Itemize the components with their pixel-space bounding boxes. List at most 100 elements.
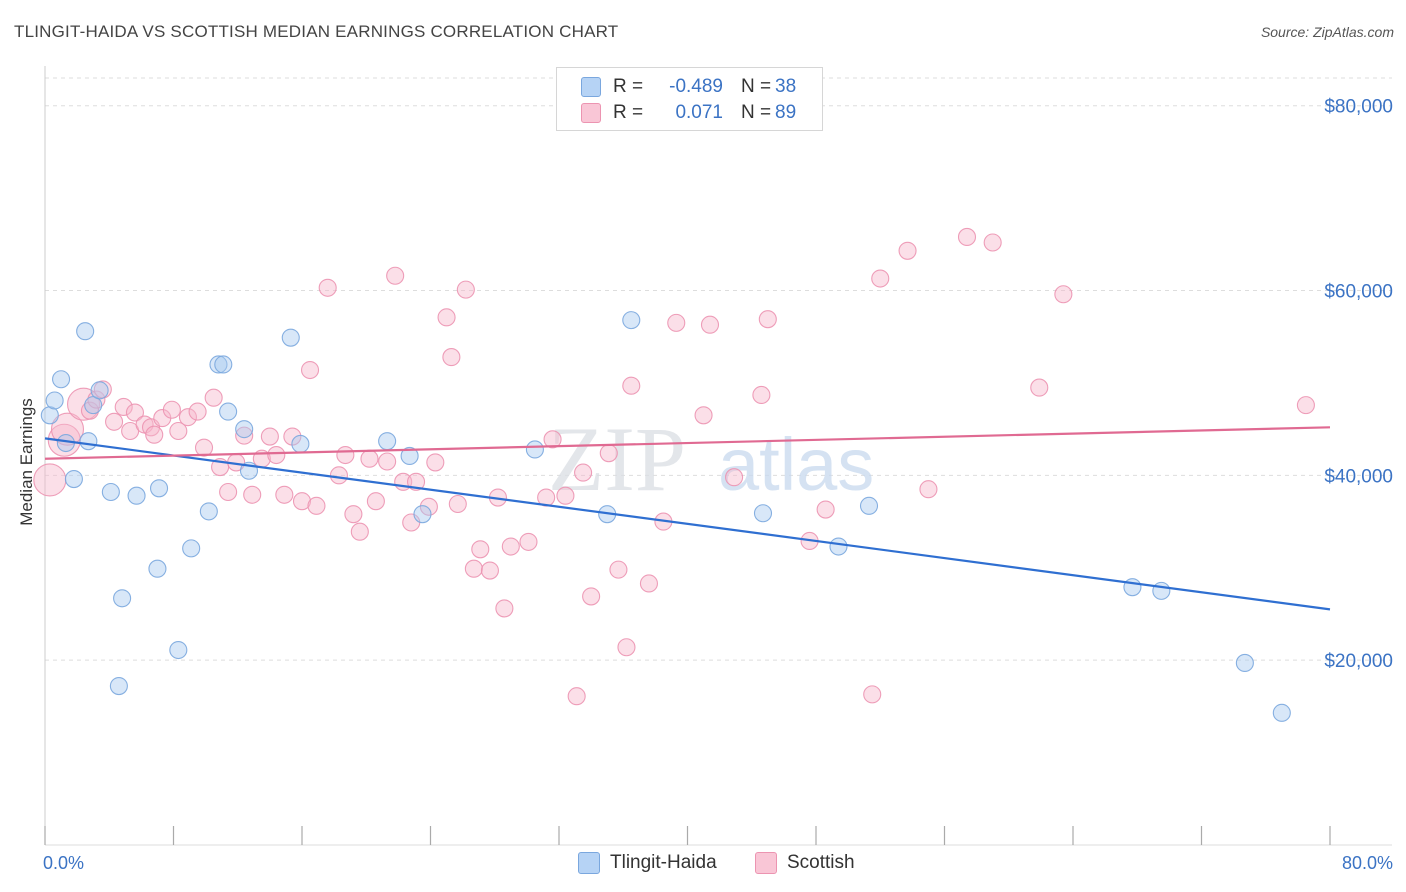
tlingit-haida-point xyxy=(291,434,310,453)
scottish-point xyxy=(336,445,355,465)
tlingit-haida-point xyxy=(109,677,128,696)
tlingit-haida-points xyxy=(40,311,1291,722)
tlingit-haida-point xyxy=(79,432,98,451)
scottish-point xyxy=(448,494,467,514)
scottish-point xyxy=(204,388,223,407)
legend-row-scottish: R = 0.071 N = 89 xyxy=(581,100,796,126)
tlingit-haida-point xyxy=(149,479,169,498)
tlingit-haida-point xyxy=(182,539,201,558)
scottish-point xyxy=(816,500,835,519)
scottish-point xyxy=(67,387,101,421)
y-tick-label: $60,000 xyxy=(1324,282,1393,303)
scottish-point xyxy=(519,532,538,551)
x-tick-label: 0.0% xyxy=(43,853,84,873)
tlingit-haida-point xyxy=(209,355,228,374)
scottish-point xyxy=(456,280,475,299)
legend-series-label: Tlingit-Haida xyxy=(610,852,717,873)
scottish-point xyxy=(471,540,490,559)
x-tick-labels: 0.0% 80.0% xyxy=(43,853,1393,873)
scottish-point xyxy=(863,685,882,704)
blue-swatch xyxy=(581,77,601,97)
legend-r-value: 0.071 xyxy=(675,102,723,123)
tlingit-haida-point xyxy=(235,420,254,439)
legend-r-label: R = xyxy=(613,102,644,123)
scottish-point xyxy=(386,266,405,285)
scottish-point xyxy=(125,403,144,422)
legend-r-label: R = xyxy=(613,76,644,97)
scottish-point xyxy=(307,496,326,515)
tlingit-haida-point xyxy=(127,486,146,505)
scottish-point xyxy=(758,310,777,329)
scottish-point xyxy=(426,453,445,472)
scottish-point xyxy=(275,485,294,504)
tlingit-haida-point xyxy=(76,322,95,341)
tlingit-haida-point xyxy=(148,559,167,578)
scottish-point xyxy=(243,485,262,504)
scottish-point xyxy=(378,452,397,471)
correlation-legend: R = -0.489 N = 38 R = 0.071 N = 89 xyxy=(556,67,823,131)
scottish-point xyxy=(898,241,917,260)
y-axis-label: Median Earnings xyxy=(17,398,36,526)
scottish-point xyxy=(1030,378,1049,397)
scottish-point xyxy=(725,468,744,487)
blue-swatch xyxy=(578,852,600,874)
gridlines xyxy=(45,77,1392,661)
scottish-point xyxy=(300,360,320,380)
tlingit-haida-point xyxy=(40,406,59,425)
tlingit-haida-point xyxy=(219,402,238,421)
tlingit-haida-point xyxy=(1272,703,1291,722)
tlingit-haida-point xyxy=(169,640,188,660)
scottish-point xyxy=(919,480,938,499)
trend-lines xyxy=(44,426,1331,611)
scottish-point xyxy=(983,233,1002,252)
scottish-point xyxy=(752,385,771,405)
scottish-point xyxy=(1296,396,1315,415)
tlingit-haida-point xyxy=(90,381,109,400)
tlingit-haida-point xyxy=(525,440,544,459)
scottish-point xyxy=(105,412,124,431)
tlingit-haida-point xyxy=(64,470,83,489)
scottish-point xyxy=(871,269,890,288)
watermark-zip: ZIP xyxy=(548,408,686,510)
tlingit-haida-point xyxy=(199,502,218,521)
scottish-trend-line xyxy=(44,426,1331,460)
scottish-point xyxy=(329,466,348,485)
scottish-point xyxy=(162,400,181,419)
legend-n-value: 89 xyxy=(775,102,797,123)
scottish-point xyxy=(178,408,198,427)
source-label: Source: ZipAtlas.com xyxy=(1260,24,1394,40)
scottish-point xyxy=(80,401,100,420)
tlingit-haida-trend-line xyxy=(44,437,1331,611)
scottish-point xyxy=(543,430,562,449)
bottom-legend-tlingit-haida: Tlingit-Haida xyxy=(578,852,717,874)
legend-n-label: N = xyxy=(741,102,772,123)
scottish-point xyxy=(700,315,720,334)
legend-r-value: -0.489 xyxy=(669,76,723,97)
scottish-point xyxy=(599,444,618,463)
tlingit-haida-point xyxy=(1235,653,1254,673)
tlingit-haida-point xyxy=(113,589,132,608)
scottish-point xyxy=(556,486,575,505)
scottish-point xyxy=(495,599,514,618)
tlingit-haida-point xyxy=(753,504,773,523)
scottish-point xyxy=(235,426,254,445)
scottish-point xyxy=(694,406,713,425)
y-tick-label: $40,000 xyxy=(1324,466,1393,487)
scottish-point xyxy=(169,421,188,441)
pink-swatch xyxy=(581,103,601,123)
scottish-point xyxy=(501,537,520,556)
scottish-point xyxy=(350,522,369,541)
tlingit-haida-point xyxy=(622,311,641,330)
tlingit-haida-point xyxy=(413,505,432,524)
scottish-point xyxy=(617,638,636,657)
y-tick-label: $20,000 xyxy=(1324,651,1393,672)
legend-n-value: 38 xyxy=(775,76,797,97)
scottish-point xyxy=(667,313,686,332)
scottish-point xyxy=(464,559,483,578)
scottish-point xyxy=(957,227,977,246)
scottish-point xyxy=(574,463,593,482)
legend-row-tlingit-haida: R = -0.489 N = 38 xyxy=(581,74,796,100)
scottish-point xyxy=(622,376,641,395)
x-tick-label: 80.0% xyxy=(1342,853,1393,873)
